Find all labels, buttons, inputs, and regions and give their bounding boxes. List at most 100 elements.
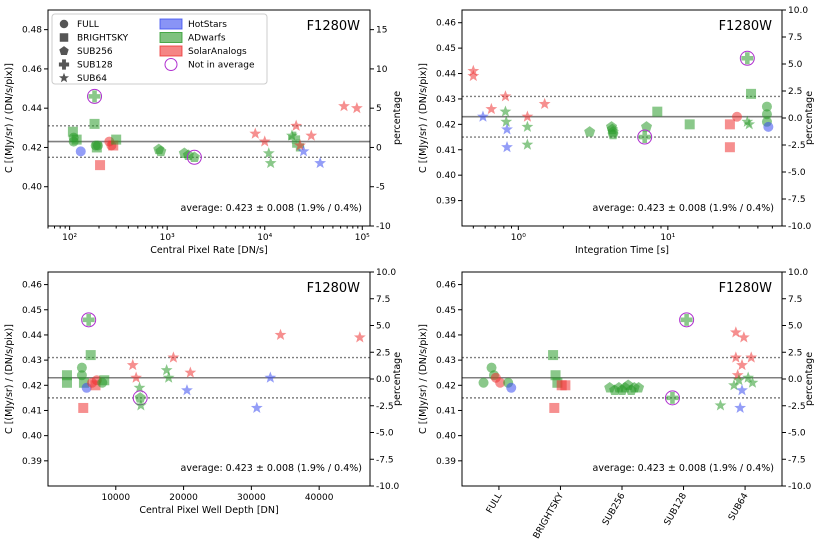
y2-tick-label: -7.5 bbox=[376, 455, 394, 465]
y-tick-label: 0.43 bbox=[22, 356, 42, 366]
data-point-12 bbox=[560, 380, 571, 391]
chart-panel-2: 0.39 0.40 0.41 0.42 0.43 0.44 0.45 0.46 -10.0 -7.… bbox=[418, 6, 815, 256]
data-point-3 bbox=[477, 110, 489, 122]
legend-marker-sub64 bbox=[58, 72, 70, 83]
x-tick-label: 10² bbox=[62, 233, 77, 243]
legend-marker-full bbox=[59, 19, 69, 29]
legend-marker-sub128 bbox=[58, 59, 70, 70]
data-point-25 bbox=[714, 399, 727, 411]
data-point-36 bbox=[736, 384, 748, 396]
y-axis-label: C [(MJy/sr) / (DN/s/pix)] bbox=[4, 324, 15, 434]
data-point-33 bbox=[745, 351, 758, 363]
average-annotation: average: 0.423 ± 0.008 (1.9% / 0.4%) bbox=[181, 203, 362, 214]
data-point-24 bbox=[258, 135, 271, 147]
data-point-23 bbox=[724, 119, 735, 130]
data-point-8 bbox=[548, 350, 559, 361]
y-tick-label: 0.41 bbox=[436, 146, 456, 156]
data-point-4 bbox=[485, 102, 498, 115]
y2-tick-label: -7.5 bbox=[788, 195, 806, 205]
not-in-average-ring bbox=[87, 88, 103, 104]
legend-marker-brightsky bbox=[59, 33, 69, 42]
x-tick-label: SUB128 bbox=[663, 491, 690, 527]
y2-tick-label: -7.5 bbox=[788, 455, 806, 465]
legend-label-solaranalogs: SolarAnalogs bbox=[188, 47, 247, 57]
y-tick-label: 0.43 bbox=[436, 95, 456, 105]
data-point-9 bbox=[550, 370, 561, 381]
data-point-2 bbox=[467, 69, 480, 82]
data-point-26 bbox=[729, 326, 742, 338]
y2-tick-label: 2.5 bbox=[788, 87, 802, 97]
data-point-16 bbox=[155, 145, 167, 157]
data-point-25 bbox=[731, 111, 742, 122]
legend-label-sub128: SUB128 bbox=[77, 61, 113, 71]
data-point-1 bbox=[61, 370, 72, 381]
data-point-31 bbox=[761, 109, 772, 120]
average-annotation: average: 0.423 ± 0.008 (1.9% / 0.4%) bbox=[181, 463, 362, 474]
y2-tick-label: -2.5 bbox=[376, 402, 394, 412]
data-point-27 bbox=[746, 88, 757, 99]
y2-tick-label: 0 bbox=[376, 143, 382, 153]
y2-axis-label: percentage bbox=[392, 91, 403, 145]
y2-tick-label: -5.0 bbox=[376, 429, 394, 439]
plot-frame bbox=[47, 9, 371, 227]
data-point-18 bbox=[607, 128, 619, 140]
not-in-average-ring bbox=[739, 50, 755, 66]
data-point-27 bbox=[737, 331, 750, 343]
y-tick-label: 0.39 bbox=[22, 457, 42, 467]
y-tick-label: 0.46 bbox=[436, 281, 456, 291]
y-tick-label: 0.44 bbox=[436, 70, 456, 80]
data-point-27 bbox=[286, 129, 298, 141]
y2-tick-label: 10.0 bbox=[788, 6, 808, 16]
data-point-2 bbox=[486, 362, 497, 373]
not-in-average-ring bbox=[81, 312, 97, 328]
y2-tick-label: 0.0 bbox=[788, 114, 803, 124]
y-tick-label: 0.46 bbox=[22, 65, 42, 75]
y-tick-label: 0.43 bbox=[436, 356, 456, 366]
y2-tick-label: -5.0 bbox=[788, 429, 806, 439]
legend: FULL BRIGHTSKY SUB256 SUB128 SUB64 HotStars AD… bbox=[51, 13, 268, 85]
data-point-26 bbox=[264, 156, 277, 169]
data-point-7 bbox=[500, 115, 513, 127]
data-point-8 bbox=[501, 123, 513, 135]
y2-tick-label: 10.0 bbox=[788, 268, 808, 278]
data-point-24 bbox=[184, 366, 197, 378]
legend-swatch-solaranalogs bbox=[159, 45, 183, 57]
data-point-15 bbox=[126, 358, 139, 371]
y2-tick-label: -10.0 bbox=[788, 482, 812, 492]
data-point-31 bbox=[305, 129, 318, 141]
data-point-29 bbox=[736, 358, 748, 371]
y2-tick-label: 5.0 bbox=[788, 322, 803, 332]
data-point-26 bbox=[264, 371, 277, 383]
y-tick-label: 0.46 bbox=[436, 19, 456, 29]
x-tick-label: 10⁰ bbox=[511, 233, 526, 243]
y2-tick-label: 2.5 bbox=[376, 348, 390, 358]
data-point-5 bbox=[78, 377, 89, 388]
x-tick-label: 10³ bbox=[160, 233, 175, 243]
data-point-12 bbox=[521, 138, 534, 150]
data-point-2 bbox=[61, 377, 72, 388]
data-point-12 bbox=[95, 160, 106, 171]
legend-label-full: FULL bbox=[77, 20, 99, 30]
data-point-9 bbox=[85, 350, 96, 361]
y-tick-label: 0.44 bbox=[22, 104, 42, 114]
data-point-10 bbox=[521, 110, 534, 122]
data-point-37 bbox=[734, 401, 747, 413]
data-point-27 bbox=[274, 328, 287, 340]
legend-not-in-average-ring bbox=[164, 58, 178, 71]
y-tick-label: 0.39 bbox=[436, 197, 456, 207]
data-point-34 bbox=[350, 101, 363, 114]
data-point-14 bbox=[99, 375, 110, 386]
legend-label-brightsky: BRIGHTSKY bbox=[77, 34, 129, 44]
data-point-16 bbox=[130, 371, 143, 383]
y2-tick-label: -10.0 bbox=[788, 222, 812, 232]
data-point-17 bbox=[133, 381, 146, 393]
data-point-22 bbox=[633, 382, 645, 393]
chart-panel-4: 0.39 0.40 0.41 0.42 0.43 0.44 0.45 0.46 -10.0 -7.… bbox=[418, 268, 815, 541]
data-point-28 bbox=[741, 115, 754, 127]
data-point-19 bbox=[641, 121, 653, 132]
y2-tick-label: 7.5 bbox=[376, 295, 390, 305]
legend-label-sub64: SUB64 bbox=[77, 74, 107, 84]
legend-swatch-adwarfs bbox=[159, 32, 183, 43]
not-in-average-ring bbox=[186, 149, 202, 165]
